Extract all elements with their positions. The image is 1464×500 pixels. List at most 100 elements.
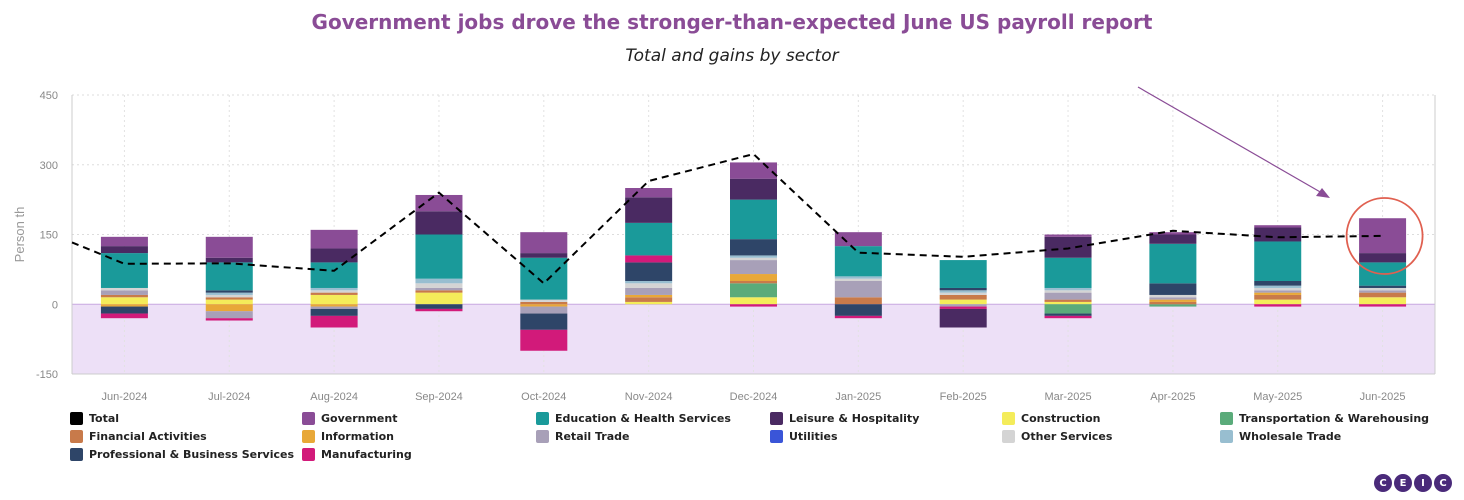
bar-segment xyxy=(1254,225,1302,228)
bar-segment xyxy=(939,294,987,300)
bar-segment xyxy=(1044,299,1092,302)
legend-item[interactable]: Total xyxy=(70,412,119,425)
bar-segment xyxy=(730,178,777,200)
legend-swatch xyxy=(536,430,549,443)
bar-segment xyxy=(730,255,777,258)
bar-segment xyxy=(205,311,253,319)
bar-segment xyxy=(1254,227,1302,242)
bar-segment xyxy=(730,281,777,284)
legend-item[interactable]: Education & Health Services xyxy=(536,412,731,425)
bar-segment xyxy=(205,297,253,300)
legend-item[interactable]: Leisure & Hospitality xyxy=(770,412,919,425)
legend-item[interactable]: Government xyxy=(302,412,397,425)
legend-label: Leisure & Hospitality xyxy=(789,412,920,425)
bar-segment xyxy=(730,260,777,275)
bar-segment xyxy=(205,257,253,263)
bar-segment xyxy=(1359,292,1407,298)
logo-letter: C xyxy=(1374,474,1392,492)
legend-item[interactable]: Transportation & Warehousing xyxy=(1220,412,1429,425)
legend-label: Information xyxy=(321,430,394,443)
bar-segment xyxy=(205,299,253,305)
legend-item[interactable]: Financial Activities xyxy=(70,430,207,443)
bar-segment xyxy=(205,294,253,298)
x-tick-label: Jun-2025 xyxy=(1360,391,1406,403)
bar-segment xyxy=(415,234,463,279)
bar-segment xyxy=(730,239,777,256)
legend-item[interactable]: Information xyxy=(302,430,394,443)
legend-label: Transportation & Warehousing xyxy=(1239,412,1430,425)
x-tick-label: Sep-2024 xyxy=(415,391,463,403)
annotation-arrow xyxy=(1137,86,1323,194)
bar-segment xyxy=(625,294,673,298)
bar-segment xyxy=(1149,297,1197,300)
y-tick-label: -150 xyxy=(36,369,58,381)
bar-segment xyxy=(1149,232,1197,235)
bar-segment xyxy=(1044,315,1092,319)
bar-segment xyxy=(1149,243,1197,284)
legend-item[interactable]: Manufacturing xyxy=(302,448,412,461)
bar-segment xyxy=(415,278,463,284)
bar-segment xyxy=(205,304,253,312)
legend-swatch xyxy=(770,412,783,425)
legend-swatch xyxy=(536,412,549,425)
legend-item[interactable]: Other Services xyxy=(1002,430,1112,443)
x-tick-label: Aug-2024 xyxy=(310,391,358,403)
legend-item[interactable]: Wholesale Trade xyxy=(1220,430,1341,443)
legend-label: Total xyxy=(89,412,120,425)
bar-segment xyxy=(1149,301,1197,305)
bar-segment xyxy=(834,232,882,247)
legend-item[interactable]: Professional & Business Services xyxy=(70,448,294,461)
bar-segment xyxy=(520,306,568,314)
legend-item[interactable]: Utilities xyxy=(770,430,838,443)
bar-segment xyxy=(625,287,673,295)
bar-segment xyxy=(834,276,882,279)
legend-swatch xyxy=(70,412,83,425)
legend-swatch xyxy=(70,448,83,461)
bar-segment xyxy=(1359,290,1407,293)
bar-segment xyxy=(1149,299,1197,302)
bar-segment xyxy=(310,290,358,293)
legend-item[interactable]: Retail Trade xyxy=(536,430,629,443)
legend-item[interactable]: Construction xyxy=(1002,412,1100,425)
bar-segment xyxy=(1149,283,1197,295)
bar-segment xyxy=(310,315,358,328)
bar-segment xyxy=(625,197,673,223)
bar-segment xyxy=(625,281,673,284)
bar-segment xyxy=(100,246,148,254)
legend-swatch xyxy=(302,412,315,425)
bar-segment xyxy=(205,292,253,295)
bar-segment xyxy=(1044,287,1092,291)
bar-segment xyxy=(939,287,987,291)
bar-segment xyxy=(1254,281,1302,286)
legend-swatch xyxy=(1002,430,1015,443)
bar-segment xyxy=(625,222,673,256)
bar-segment xyxy=(730,304,777,307)
logo-letter: I xyxy=(1414,474,1432,492)
bar-segment xyxy=(730,297,777,305)
bar-segment xyxy=(100,306,148,314)
legend-label: Retail Trade xyxy=(555,430,630,443)
legend-swatch xyxy=(302,448,315,461)
bar-segment xyxy=(939,260,987,288)
bar-segment xyxy=(100,294,148,298)
bar-segment xyxy=(1254,241,1302,281)
bar-segment xyxy=(415,211,463,235)
bar-segment xyxy=(625,188,673,198)
bar-segment xyxy=(100,236,148,247)
bar-segment xyxy=(415,290,463,293)
bar-segment xyxy=(834,278,882,281)
bar-segment xyxy=(1044,313,1092,316)
bar-segment xyxy=(1254,287,1302,291)
bar-segment xyxy=(415,308,463,312)
negative-zone xyxy=(72,304,1435,374)
legend-label: Utilities xyxy=(789,430,838,443)
bar-segment xyxy=(625,297,673,302)
y-tick-label: 150 xyxy=(40,230,58,242)
x-tick-label: May-2025 xyxy=(1253,391,1302,403)
bar-segment xyxy=(939,299,987,305)
legend-label: Financial Activities xyxy=(89,430,207,443)
bar-segment xyxy=(625,255,673,263)
total-line xyxy=(71,152,1383,285)
bar-segment xyxy=(205,290,253,293)
